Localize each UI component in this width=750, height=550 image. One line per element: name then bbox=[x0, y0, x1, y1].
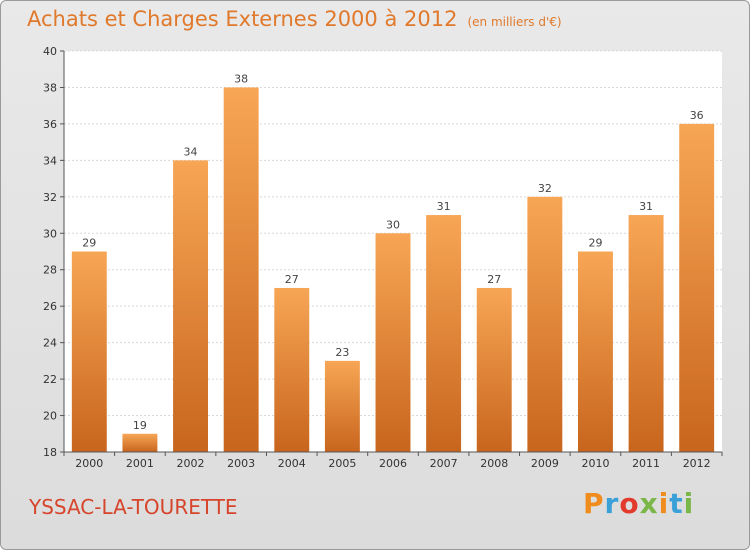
data-label: 27 bbox=[487, 273, 501, 286]
y-tick-label: 20 bbox=[43, 410, 57, 423]
x-tick-label: 2004 bbox=[278, 457, 306, 470]
data-label: 29 bbox=[82, 237, 96, 250]
x-tick-label: 2002 bbox=[177, 457, 205, 470]
bar bbox=[122, 433, 158, 452]
data-label: 29 bbox=[588, 237, 602, 250]
y-tick-label: 24 bbox=[43, 337, 57, 350]
data-label: 27 bbox=[285, 273, 299, 286]
logo-letter: i bbox=[658, 487, 670, 520]
bar bbox=[426, 215, 462, 452]
bar bbox=[324, 360, 360, 452]
y-tick-label: 36 bbox=[43, 118, 57, 131]
bar bbox=[223, 87, 259, 453]
chart-unit: (en milliers d'€) bbox=[467, 15, 562, 29]
data-label: 34 bbox=[184, 145, 198, 158]
y-axis: 18 20 22 24 26 28 30 32 34 36 38 40 bbox=[43, 45, 65, 459]
x-tick-label: 2005 bbox=[328, 457, 356, 470]
y-tick-label: 30 bbox=[43, 227, 57, 240]
x-tick-label: 2009 bbox=[531, 457, 559, 470]
data-label: 31 bbox=[437, 200, 451, 213]
y-tick-label: 18 bbox=[43, 446, 57, 459]
x-tick-label: 2012 bbox=[683, 457, 711, 470]
data-label: 36 bbox=[690, 109, 704, 122]
bar bbox=[476, 287, 512, 452]
y-tick-label: 26 bbox=[43, 300, 57, 313]
data-label: 32 bbox=[538, 182, 552, 195]
x-axis: 2000 2001 2002 2003 2004 2005 2006 2007 2008 2009… bbox=[63, 451, 723, 470]
y-tick-label: 28 bbox=[43, 264, 57, 277]
data-label: 38 bbox=[234, 72, 248, 85]
proxiti-logo: Proxiti bbox=[583, 487, 694, 520]
data-label: 31 bbox=[639, 200, 653, 213]
x-tick-label: 2007 bbox=[430, 457, 458, 470]
bar-series bbox=[71, 87, 715, 453]
logo-letter: t bbox=[669, 487, 684, 520]
y-tick-label: 22 bbox=[43, 373, 57, 386]
x-tick-label: 2006 bbox=[379, 457, 407, 470]
y-tick-label: 40 bbox=[43, 45, 57, 58]
data-label: 30 bbox=[386, 218, 400, 231]
bar bbox=[679, 123, 715, 452]
bar bbox=[375, 233, 411, 452]
y-tick-label: 34 bbox=[43, 154, 57, 167]
chart-title-text: Achats et Charges Externes 2000 à 2012 bbox=[27, 7, 458, 31]
logo-letter: o bbox=[619, 487, 640, 520]
logo-letter: i bbox=[683, 487, 695, 520]
commune-name: YSSAC-LA-TOURETTE bbox=[29, 495, 238, 519]
logo-letter: x bbox=[639, 487, 659, 520]
x-tick-label: 2000 bbox=[75, 457, 103, 470]
data-labels: 29 19 34 38 27 23 30 31 27 32 29 31 36 bbox=[82, 72, 703, 431]
bar bbox=[527, 196, 563, 452]
x-tick-label: 2001 bbox=[126, 457, 154, 470]
y-tick-label: 32 bbox=[43, 191, 57, 204]
data-label: 19 bbox=[133, 419, 147, 432]
bar bbox=[274, 287, 310, 452]
x-tick-label: 2003 bbox=[227, 457, 255, 470]
bar bbox=[577, 251, 613, 452]
data-label: 23 bbox=[335, 346, 349, 359]
chart-title: Achats et Charges Externes 2000 à 2012 (e… bbox=[27, 7, 562, 31]
y-tick-label: 38 bbox=[43, 81, 57, 94]
logo-letter: r bbox=[604, 487, 620, 520]
x-tick-label: 2010 bbox=[581, 457, 609, 470]
logo-letter: P bbox=[583, 487, 605, 520]
x-tick-label: 2008 bbox=[480, 457, 508, 470]
x-tick-label: 2011 bbox=[632, 457, 660, 470]
bar bbox=[628, 215, 664, 452]
bar bbox=[71, 251, 107, 452]
bar bbox=[173, 160, 209, 452]
